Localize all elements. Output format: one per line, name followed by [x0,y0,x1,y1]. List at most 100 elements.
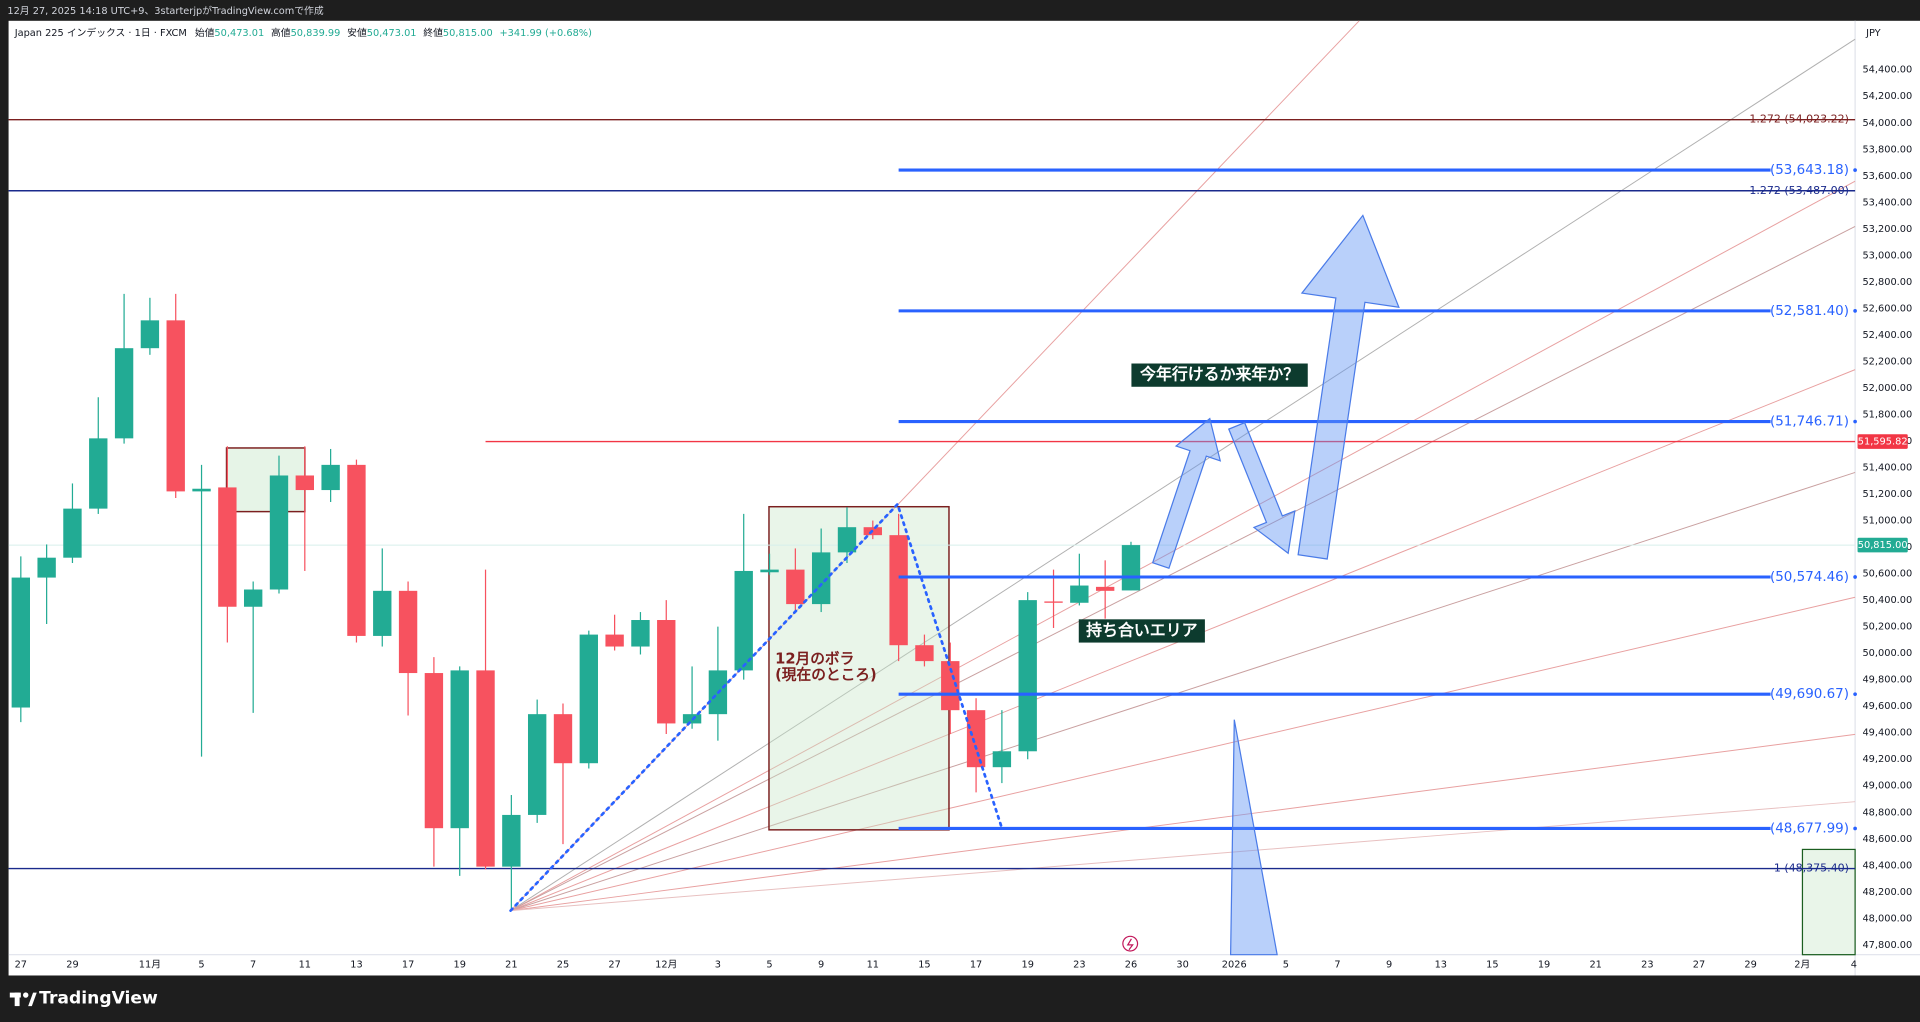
projection-dot [1853,309,1857,313]
y-tick-label: 54,000.00 [1862,118,1912,129]
x-tick-label: 9 [818,959,824,970]
projection-label: (50,574.46) [1770,570,1849,585]
alert-price-label: 51,595.82 [1858,437,1908,448]
y-tick-label: 50,200.00 [1862,622,1912,633]
candle-body [114,348,134,439]
x-tick-label: 4 [1851,959,1857,970]
caption: 12月 27, 2025 14:18 UTC+9、3starterjpがTrad… [7,4,323,17]
y-tick-label: 52,800.00 [1862,277,1912,288]
symbol-line: Japan 225 インデックス · 1日 · FXCM 始値50,473.01… [14,26,592,39]
candle-body [398,590,418,674]
candle-body [37,557,56,578]
projection-dot [1853,168,1857,172]
y-tick-label: 53,800.00 [1862,144,1912,155]
x-tick-label: 7 [250,959,256,970]
brand: TradingView [39,989,158,1009]
candle-body [1018,600,1037,752]
x-tick-label: 11 [867,959,879,970]
annotation-box [1131,363,1308,387]
candle-body [657,620,676,724]
event-icon [1122,935,1139,952]
projection-label: (48,677.99) [1770,821,1849,836]
dotted-path [509,501,1003,912]
fib-level-label: 1.272 (53,487.00) [1749,184,1849,197]
x-tick-label: 19 [1021,959,1033,970]
event-icon [1126,938,1134,951]
x-tick-label: 27 [15,959,27,970]
plot: 47,800.00 48,000.00 48,200.00 48,400.00 48,6… [8,20,1912,970]
x-tick-label: 27 [1693,959,1705,970]
last-price-tag [1857,537,1908,553]
candle-body [1121,545,1141,591]
projection-arrow [1297,214,1400,560]
y-tick-label: 48,600.00 [1862,834,1912,845]
y-tick-label: 48,000.00 [1862,913,1912,924]
x-tick-label: 13 [1435,959,1447,970]
candle-body [450,670,469,829]
candle-body [1070,585,1089,603]
fan-ray [510,180,1856,912]
y-tick-label: 53,000.00 [1862,250,1912,261]
candle-body [347,464,366,636]
annotation: 今年行けるか来年か？ [1139,365,1299,384]
candle-body [243,589,263,607]
candle-body [837,527,857,553]
x-tick-label: 19 [1538,959,1550,970]
candle-body [734,570,753,671]
last-price-label: 50,815.00 [1858,540,1908,551]
candle-body [1044,601,1063,603]
x-tick-label: 29 [1744,959,1756,970]
x-tick-label: 3 [715,959,721,970]
fan-ray [510,225,1856,912]
x-tick-label: 15 [918,959,930,970]
projection-label: (51,746.71) [1770,415,1849,430]
y-tick-label: 52,000.00 [1862,383,1912,394]
x-tick-label: 21 [1589,959,1601,970]
projection-label: (49,690.67) [1770,687,1849,702]
y-tick-label: 51,200.00 [1862,489,1912,500]
y-tick-label: 49,400.00 [1862,728,1912,739]
annotation: (現在のところ) [775,666,877,684]
candle-body [889,535,908,646]
candle-body [424,673,444,829]
projection-dot [1853,419,1857,424]
x-tick-label: 17 [970,959,982,970]
low-label: 安値 [347,26,367,39]
candle-body [140,320,160,349]
fan-ray [510,801,1856,912]
x-tick-label: 17 [402,959,414,970]
candle-body [11,577,31,708]
volatility-box [768,505,950,831]
candle-body [192,488,211,492]
logo-part [28,992,37,1007]
logo-part [23,992,29,998]
y-tick-label: 54,200.00 [1862,91,1912,102]
candle-body [992,751,1012,768]
close-value: 50,815.00 [443,28,493,39]
y-tick-label: 50,400.00 [1862,595,1912,606]
x-tick-label: 30 [1176,959,1188,970]
x-tick-label: 11月 [139,958,161,970]
low-value: 50,473.01 [367,28,417,39]
fib-level-label: 1.272 (54,023.22) [1749,113,1849,126]
y-tick-label: 52,400.00 [1862,330,1912,341]
open-value: 50,473.01 [214,28,264,39]
candle-body [553,714,573,764]
candle-body [941,661,960,711]
currency: JPY [1865,28,1881,39]
candle-body [915,645,934,662]
fan-ray [510,733,1856,912]
projection-label: (52,581.40) [1770,304,1849,319]
close-label: 終値 [423,26,443,39]
x-tick-label: 2月 [1794,958,1810,970]
x-tick-label: 25 [557,959,569,970]
x-tick-label: 29 [66,959,78,970]
candle-body [269,475,289,590]
candle-body [218,487,237,607]
y-tick-label: 51,000.00 [1862,516,1912,527]
y-tick-label: 51,400.00 [1862,463,1912,474]
y-tick-label: 47,800.00 [1862,940,1912,951]
projection-dot [1853,826,1857,831]
future-box [1801,848,1856,956]
high-label: 高値 [271,26,291,39]
